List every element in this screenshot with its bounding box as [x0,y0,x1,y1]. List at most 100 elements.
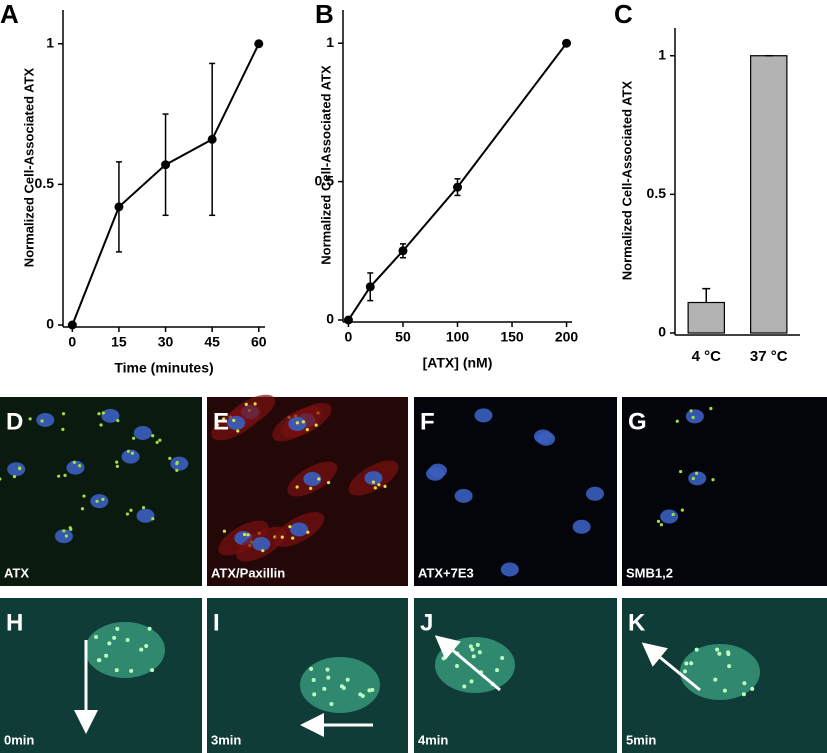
point [207,134,217,144]
nucleus [7,462,26,477]
puncta [61,412,66,416]
puncta [317,477,321,481]
puncta [101,411,105,415]
y-tick-label: 0 [658,324,666,340]
point [161,160,171,170]
puncta [72,460,76,464]
puncta [306,530,310,534]
point [114,202,124,212]
puncta [104,653,109,658]
puncta [689,661,694,666]
x-tick-label: 50 [395,329,411,345]
y-axis-label: Normalized Cell-Associated ATX [318,65,333,265]
puncta [454,663,459,668]
x-axis-label: [ATX] (nM) [423,355,493,371]
y-axis-label: Normalized Cell-Associated ATX [619,80,634,280]
puncta [312,692,317,697]
point [453,182,462,192]
y-tick-label: 1 [658,46,666,62]
nucleus [136,508,155,523]
puncta [462,684,467,689]
panel-letter: K [628,609,646,636]
puncta [151,517,155,521]
puncta [129,668,134,673]
nucleus [685,409,704,424]
panel-caption: 3min [211,732,241,747]
nucleus [303,472,322,487]
micrograph [414,397,617,586]
puncta [675,419,679,423]
x-tick-label: 200 [555,329,579,345]
puncta [280,535,284,539]
panel-letter: F [420,408,435,435]
puncta [125,638,130,643]
y-axis-label: Normalized Cell-Associated ATX [21,67,36,267]
puncta [325,667,330,672]
panel-letter: J [420,609,433,636]
x-tick-label: 0 [68,334,76,350]
nucleus [660,509,679,524]
panel-caption: ATX+7E3 [418,565,474,580]
puncta [107,641,112,646]
puncta [495,668,500,673]
puncta [695,471,699,475]
nucleus [585,486,604,501]
puncta [295,421,299,425]
nucleus [688,471,707,486]
puncta [683,669,688,674]
puncta [80,507,85,511]
puncta [322,686,327,691]
puncta [147,626,152,631]
puncta [12,475,17,479]
puncta [288,525,292,529]
puncta [371,480,376,484]
puncta [116,418,120,423]
puncta [141,506,146,510]
puncta [97,658,102,663]
cell [680,644,760,700]
puncta [222,417,226,421]
panel-letter: H [6,609,23,636]
cell [85,622,165,678]
y-tick-label: 0.5 [647,185,667,201]
x-tick-label: 30 [158,334,174,350]
puncta [0,477,2,481]
puncta [222,529,226,533]
x-tick-label: 100 [446,329,470,345]
puncta [691,415,695,420]
micrograph [0,397,202,586]
puncta [326,480,331,485]
puncta [126,449,130,453]
arrows [74,635,701,737]
puncta [717,651,722,656]
panel-letter: I [213,609,220,636]
y-tick-label: 0.5 [35,175,55,191]
puncta [95,499,99,503]
puncta [468,644,473,649]
puncta [132,436,136,440]
nucleus [454,488,473,503]
puncta [150,668,155,673]
puncta [383,484,387,488]
puncta [339,684,344,689]
y-tick-label: 0 [46,316,54,332]
puncta [691,476,695,481]
puncta [244,402,248,406]
puncta [215,423,219,427]
puncta [151,434,155,438]
puncta [129,508,133,512]
puncta [112,635,117,640]
puncta [345,677,350,682]
puncta [78,464,82,468]
panel-caption: 5min [626,732,656,747]
point [343,315,353,325]
x-tick-label: 15 [111,334,127,350]
puncta [246,533,250,537]
y-tick-label: 0.5 [315,172,335,188]
panel-letter: C [614,0,633,29]
puncta [115,460,119,464]
puncta [305,428,309,432]
puncta [236,429,240,433]
arrow [641,642,701,692]
puncta [61,427,65,431]
